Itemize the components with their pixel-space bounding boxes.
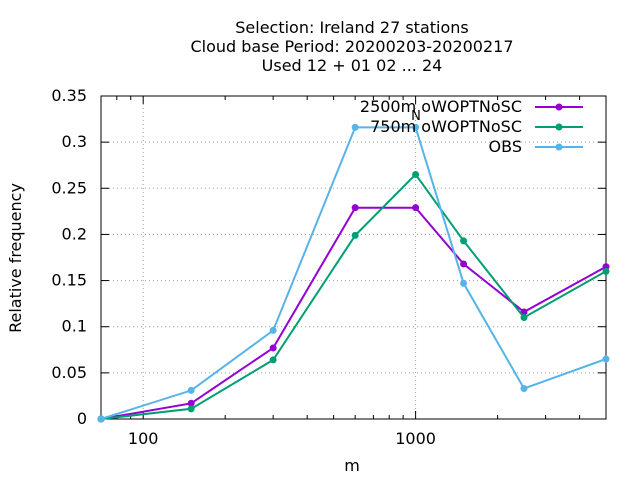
x-tick-label: 100 [128, 429, 159, 448]
legend-marker [555, 103, 563, 111]
y-tick-label: 0.05 [51, 363, 87, 382]
y-tick-label: 0.15 [51, 271, 87, 290]
y-tick-label: 0.1 [62, 317, 87, 336]
data-point [520, 385, 528, 393]
legend-marker [555, 123, 563, 131]
data-point [351, 123, 359, 131]
y-axis-ticks: 0 0.05 0.1 0.15 0.2 0.25 0.3 0.35 [51, 86, 606, 428]
plot-border [100, 95, 607, 420]
legend-label: 750m oWOPTNoSC [370, 117, 522, 136]
data-point [351, 231, 359, 239]
y-tick-label: 0.25 [51, 178, 87, 197]
data-point [187, 405, 195, 413]
data-point [412, 123, 420, 131]
series-2 [97, 123, 610, 423]
legend-label: OBS [489, 137, 522, 156]
data-point [269, 326, 277, 334]
data-point [460, 279, 468, 287]
y-tick-label: 0.35 [51, 86, 87, 105]
title-line-3: Used 12 + 01 02 ... 24 [262, 56, 443, 75]
x-axis-label: m [344, 456, 360, 475]
legend-label: 2500m oWOPTNoSC [360, 97, 522, 116]
y-tick-label: 0 [77, 409, 87, 428]
series-line [100, 126, 607, 420]
data-point [97, 415, 105, 423]
title-line-1: Selection: Ireland 27 stations [235, 18, 468, 37]
series-group [97, 123, 610, 423]
y-tick-label: 0.2 [62, 224, 87, 243]
data-point [602, 355, 610, 363]
y-axis-label: Relative frequency [6, 183, 25, 333]
grid-lines [101, 96, 606, 419]
series-line [100, 172, 607, 420]
title-line-2: Cloud base Period: 20200203-20200217 [190, 37, 513, 56]
data-point [187, 399, 195, 407]
data-point [269, 356, 277, 364]
data-point [351, 204, 359, 212]
y-tick-label: 0.3 [62, 132, 87, 151]
data-point [187, 386, 195, 394]
data-point [412, 204, 420, 212]
data-point [269, 344, 277, 352]
data-point [460, 260, 468, 268]
annotation-label: N [411, 109, 421, 124]
data-point [602, 267, 610, 275]
chart-title: Selection: Ireland 27 stations Cloud bas… [190, 18, 513, 75]
legend-marker [555, 143, 563, 151]
x-tick-label: 1000 [395, 429, 436, 448]
plot-area [100, 95, 607, 420]
data-point [412, 170, 420, 178]
data-point [520, 313, 528, 321]
series-1 [97, 170, 610, 423]
data-point [460, 237, 468, 245]
